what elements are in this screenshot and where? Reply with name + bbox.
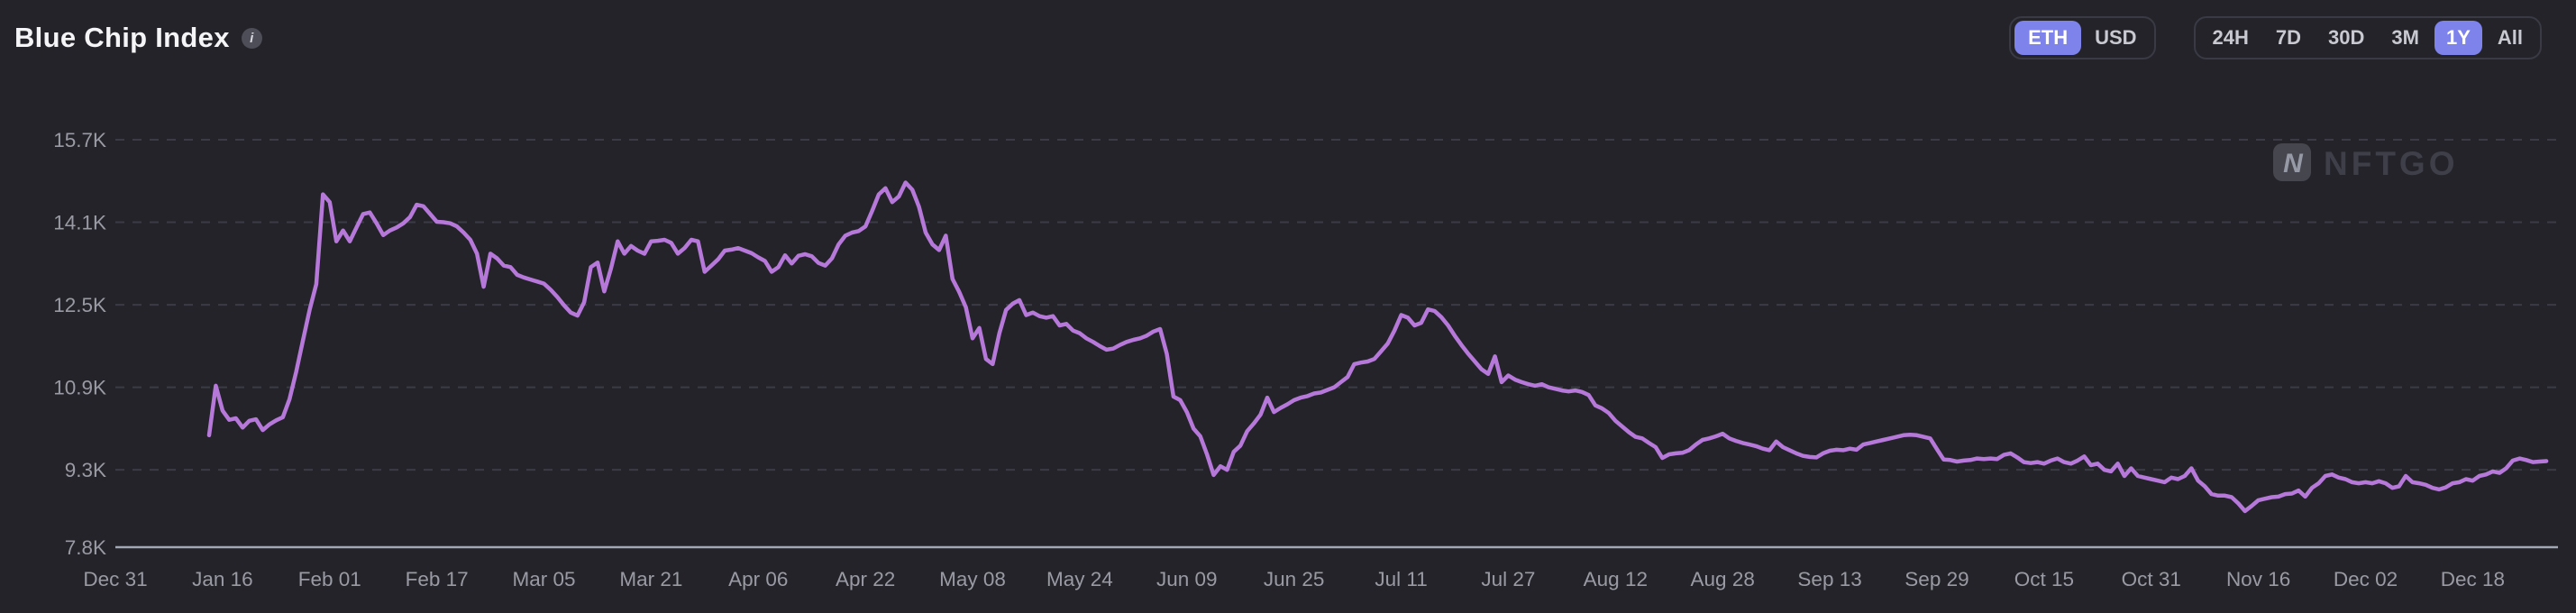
- page-title: Blue Chip Index: [14, 22, 230, 53]
- y-axis-label: 7.8K: [65, 536, 106, 559]
- timeframe-3m-button[interactable]: 3M: [2380, 21, 2431, 55]
- timeframe-1y-button[interactable]: 1Y: [2434, 21, 2482, 56]
- timeframe-toggle: 24H 7D 30D 3M 1Y All: [2193, 16, 2542, 60]
- controls: ETH USD 24H 7D 30D 3M 1Y All: [2009, 16, 2542, 60]
- x-axis-label: May 24: [1046, 568, 1113, 590]
- x-axis-label: Apr 06: [728, 568, 788, 590]
- currency-toggle: ETH USD: [2009, 16, 2156, 60]
- x-axis-label: Aug 28: [1691, 568, 1755, 590]
- y-axis-label: 14.1K: [53, 212, 106, 234]
- x-axis-label: Sep 29: [1905, 568, 1969, 590]
- x-axis-label: Mar 21: [619, 568, 682, 590]
- x-axis-label: Nov 16: [2226, 568, 2290, 590]
- timeframe-all-button[interactable]: All: [2486, 21, 2535, 55]
- x-axis-label: Aug 12: [1584, 568, 1648, 590]
- price-line: [206, 180, 2549, 514]
- timeframe-30d-button[interactable]: 30D: [2316, 21, 2376, 55]
- x-axis-label: Feb 01: [298, 568, 361, 590]
- y-axis-label: 10.9K: [53, 377, 106, 399]
- x-axis-label: Jun 09: [1156, 568, 1218, 590]
- nftgo-logo-icon: [2273, 143, 2311, 181]
- x-axis-label: Dec 02: [2334, 568, 2398, 590]
- x-axis-label: Dec 31: [83, 568, 147, 590]
- x-axis-label: Dec 18: [2441, 568, 2505, 590]
- x-axis-label: Feb 17: [406, 568, 469, 590]
- y-axis-label: 12.5K: [53, 294, 106, 316]
- x-axis-label: May 08: [939, 568, 1006, 590]
- header: Blue Chip Index i: [14, 22, 262, 54]
- x-axis-label: Sep 13: [1797, 568, 1861, 590]
- x-axis-label: Jul 27: [1481, 568, 1535, 590]
- x-axis-label: Jan 16: [192, 568, 253, 590]
- x-axis-label: Jul 11: [1375, 568, 1427, 590]
- y-axis-label: 9.3K: [65, 459, 106, 481]
- y-axis-label: 15.7K: [53, 129, 106, 151]
- timeframe-7d-button[interactable]: 7D: [2264, 21, 2313, 55]
- nftgo-logo-letter: N: [2283, 149, 2304, 178]
- nftgo-watermark: NFTGO: [2324, 145, 2458, 182]
- x-axis-label: Oct 31: [2122, 568, 2181, 590]
- x-axis-label: Mar 05: [513, 568, 576, 590]
- x-axis-label: Apr 22: [836, 568, 895, 590]
- timeframe-24h-button[interactable]: 24H: [2201, 21, 2261, 55]
- currency-usd-button[interactable]: USD: [2081, 21, 2150, 55]
- x-axis-label: Oct 15: [2014, 568, 2074, 590]
- x-axis-label: Jun 25: [1264, 568, 1325, 590]
- info-icon[interactable]: i: [241, 27, 262, 49]
- currency-eth-button[interactable]: ETH: [2014, 21, 2082, 56]
